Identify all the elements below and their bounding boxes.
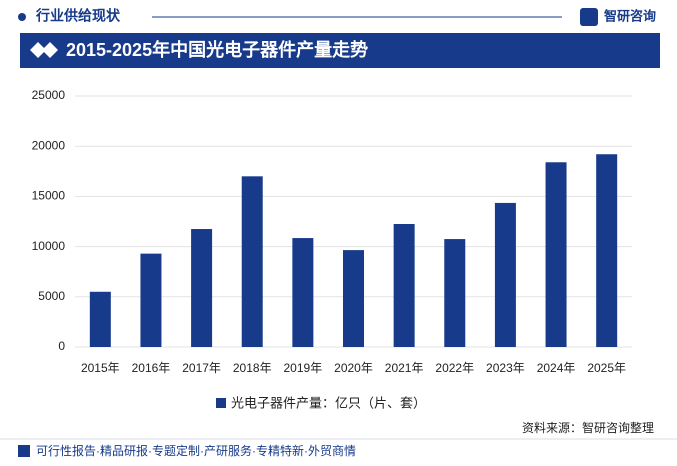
y-tick-label: 20000 xyxy=(32,138,66,152)
legend-label: 光电子器件产量：亿只（片、套） xyxy=(231,395,426,410)
x-tick-label: 2018年 xyxy=(233,361,272,375)
y-tick-label: 25000 xyxy=(32,88,66,102)
x-tick-label: 2024年 xyxy=(537,361,576,375)
bar xyxy=(191,229,213,347)
x-tick-label: 2023年 xyxy=(486,361,525,375)
bar xyxy=(343,250,364,347)
chart-title: 2015-2025年中国光电子器件产量走势 xyxy=(66,39,368,60)
y-tick-label: 5000 xyxy=(38,289,65,303)
y-tick-label: 0 xyxy=(58,339,65,353)
bar xyxy=(393,224,415,347)
x-tick-label: 2019年 xyxy=(284,361,323,375)
bar xyxy=(89,291,111,347)
x-tick-label: 2020年 xyxy=(334,361,373,375)
x-tick-label: 2017年 xyxy=(182,361,221,375)
x-tick-label: 2016年 xyxy=(132,361,171,375)
bar xyxy=(292,238,314,347)
logo-icon xyxy=(580,8,598,26)
bar xyxy=(596,154,618,347)
bar xyxy=(444,239,466,347)
bar xyxy=(140,253,162,347)
x-tick-label: 2022年 xyxy=(435,361,474,375)
y-tick-label: 15000 xyxy=(32,189,66,203)
bar xyxy=(241,176,263,347)
x-tick-label: 2015年 xyxy=(81,361,120,375)
section-title: 行业供给现状 xyxy=(35,8,121,24)
footer-text: 可行性报告·精品研报·专题定制·产研服务·专精特新·外贸商情 xyxy=(36,443,356,458)
y-tick-label: 10000 xyxy=(32,239,66,253)
title-icon xyxy=(30,42,58,58)
bar xyxy=(494,202,516,347)
x-tick-label: 2021年 xyxy=(385,361,424,375)
header-dot xyxy=(18,13,26,21)
source: 资料来源：智研咨询整理 xyxy=(522,420,654,435)
logo-text: 智研咨询 xyxy=(604,8,656,23)
legend-swatch xyxy=(216,398,226,408)
footer-icon xyxy=(18,445,30,457)
title-bar xyxy=(20,33,660,68)
x-tick-label: 2025年 xyxy=(587,361,626,375)
bar xyxy=(545,162,567,347)
